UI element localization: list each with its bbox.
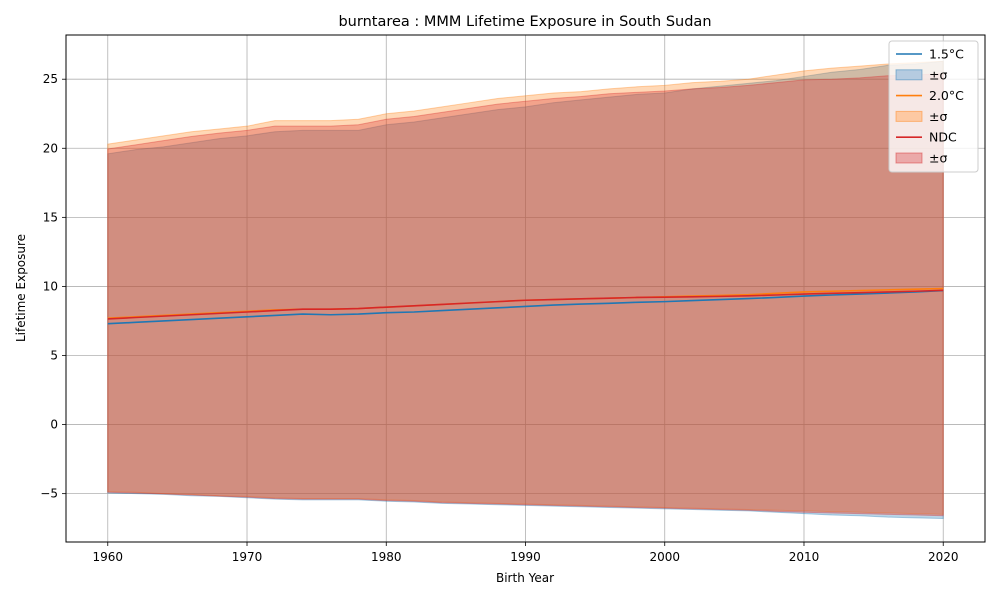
y-tick-label: 10 xyxy=(43,279,58,293)
series-lines xyxy=(107,287,944,325)
band-2.0°C xyxy=(107,60,944,515)
legend: 1.5°C ±σ 2.0°C ±σ NDC ±σ xyxy=(888,40,979,173)
x-tick-label: 2000 xyxy=(649,550,680,564)
y-tick-label: 0 xyxy=(50,418,58,432)
x-tick-label: 2020 xyxy=(928,550,959,564)
y-tick-label: 25 xyxy=(43,72,58,86)
line-1.5°C xyxy=(107,289,944,325)
y-tick-label: −5 xyxy=(40,487,58,501)
x-tick-label: 2010 xyxy=(789,550,820,564)
legend-label: 2.0°C xyxy=(929,88,964,103)
legend-label: NDC xyxy=(929,130,957,145)
y-axis-label: Lifetime Exposure xyxy=(14,234,28,342)
band-1.5°C xyxy=(107,60,944,520)
band-NDC xyxy=(107,73,944,517)
x-tick-label: 1960 xyxy=(92,550,123,564)
x-axis-ticks: 1960 1970 1980 1990 2000 2010 2020 xyxy=(92,542,959,564)
y-axis-ticks: −5 0 5 10 15 20 25 xyxy=(40,72,66,501)
legend-band-swatch xyxy=(895,152,923,164)
y-tick-label: 20 xyxy=(43,141,58,155)
x-tick-label: 1970 xyxy=(232,550,263,564)
legend-band-label: ±σ xyxy=(929,109,947,124)
legend-band-swatch xyxy=(895,110,923,122)
grid xyxy=(66,35,985,542)
y-tick-label: 5 xyxy=(50,349,58,363)
y-tick-label: 15 xyxy=(43,210,58,224)
legend-band-swatch xyxy=(895,69,923,81)
x-tick-label: 1990 xyxy=(510,550,541,564)
legend-band-label: ±σ xyxy=(929,151,947,166)
line-NDC xyxy=(107,289,944,320)
legend-band-label: ±σ xyxy=(929,67,947,82)
x-axis-label: Birth Year xyxy=(496,571,554,585)
legend-label: 1.5°C xyxy=(929,47,964,62)
chart-title: burntarea : MMM Lifetime Exposure in Sou… xyxy=(338,14,711,30)
uncertainty-bands xyxy=(107,60,944,520)
x-tick-label: 1980 xyxy=(371,550,402,564)
